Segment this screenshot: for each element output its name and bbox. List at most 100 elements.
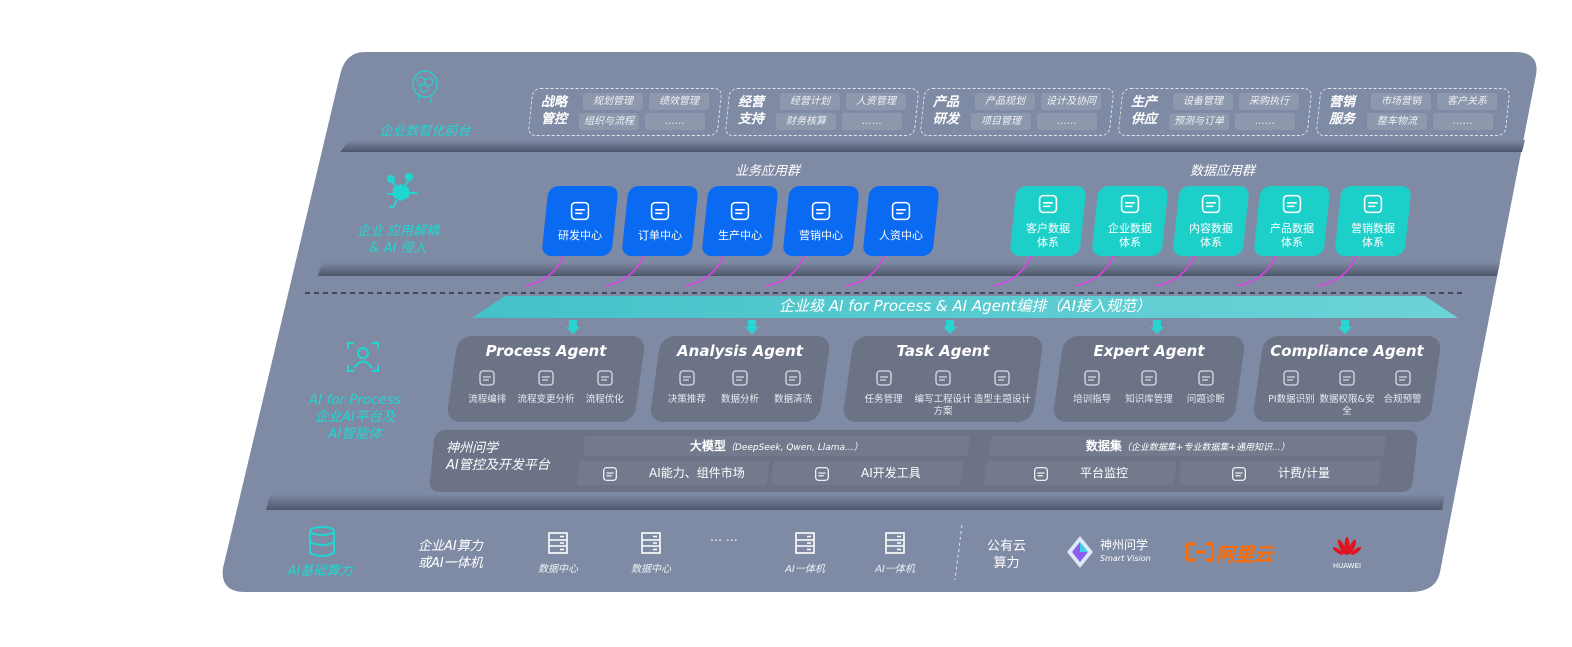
- front-group-item[interactable]: 项目管理: [971, 113, 1031, 130]
- app-card[interactable]: 研发中心: [541, 186, 619, 256]
- app-card[interactable]: 人资中心: [862, 186, 940, 256]
- front-group-title: 营销服务: [1329, 95, 1356, 127]
- front-group-item[interactable]: ……: [1037, 113, 1097, 130]
- platform-title-line2: AI管控及开发平台: [446, 458, 550, 473]
- gauge-icon: [1232, 466, 1246, 481]
- connector-arrow: [992, 251, 1034, 287]
- front-group-title: 战略管控: [541, 95, 568, 127]
- agent-title: Process Agent: [485, 342, 607, 360]
- connector-arrow: [1155, 251, 1197, 287]
- platform-tool-label: 计费/计量: [1277, 466, 1331, 480]
- platform-tool[interactable]: AI开发工具: [770, 461, 964, 485]
- server[interactable]: 数据中心: [523, 532, 593, 575]
- layer-label-apps-line2: & AI 侵入: [369, 241, 427, 256]
- server[interactable]: AI一体机: [770, 532, 840, 575]
- front-group-title: 产品研发: [933, 95, 960, 127]
- user-icon: [1038, 194, 1058, 214]
- dataset-bar: 数据集（企业数据集+专业数据集+通用知识...）: [988, 436, 1387, 456]
- agent-card[interactable]: Process Agent 流程编排 流程变更分析 流程优化: [445, 336, 647, 422]
- capability-label: 流程编排: [468, 394, 507, 405]
- agent-capability: 决策推荐: [655, 368, 719, 406]
- app-card[interactable]: 订单中心: [621, 186, 699, 256]
- front-group-item[interactable]: 产品规划: [975, 93, 1035, 110]
- diagnosis-icon: [1198, 370, 1214, 386]
- down-arrow: [745, 320, 759, 334]
- front-group-item[interactable]: 绩效管理: [649, 93, 709, 110]
- platform-tool[interactable]: 平台监控: [983, 461, 1177, 485]
- dataset-label: 数据集: [1085, 439, 1122, 453]
- capability-label: 培训指导: [1073, 394, 1112, 405]
- front-group-item[interactable]: 市场营销: [1371, 93, 1431, 110]
- agent-capability: 任务管理: [852, 368, 916, 406]
- front-group-item[interactable]: 设备管理: [1173, 93, 1233, 110]
- front-group-item[interactable]: 组织与流程: [579, 113, 639, 130]
- agent-title: Analysis Agent: [677, 342, 803, 360]
- app-card[interactable]: 内容数据体系: [1172, 186, 1250, 256]
- agent-capability: 数据清洗: [761, 368, 825, 406]
- front-group-item[interactable]: 整车物流: [1367, 113, 1427, 130]
- connector-arrow: [1074, 251, 1116, 287]
- public-compute-line2: 算力: [993, 556, 1020, 571]
- capability-label: 造型主题设计: [973, 394, 1031, 405]
- app-card[interactable]: 产品数据体系: [1253, 186, 1331, 256]
- head-idea-icon: [679, 370, 695, 386]
- server[interactable]: AI一体机: [860, 532, 930, 575]
- front-group-item[interactable]: ……: [1433, 113, 1493, 130]
- front-group-item[interactable]: 经营计划: [780, 93, 840, 110]
- capability-label: 问题诊断: [1186, 394, 1225, 405]
- front-group-item[interactable]: 财务核算: [776, 113, 836, 130]
- platform-tool[interactable]: AI能力、组件市场: [576, 461, 770, 485]
- layers-icon: [1141, 370, 1157, 386]
- car-icon: [1282, 194, 1302, 214]
- agent-card[interactable]: Analysis Agent 决策推荐 数据分析 数据清洗: [648, 336, 832, 422]
- app-card-label: 产品数据体系: [1270, 222, 1314, 249]
- capability-label: 编写工程设计方案: [914, 394, 972, 417]
- huawei-logo: HUAWEI: [1327, 534, 1367, 570]
- front-group-item[interactable]: 人资管理: [846, 93, 906, 110]
- app-card-label: 生产中心: [718, 229, 762, 242]
- layer-label-front: 企业数智化前台: [379, 124, 471, 139]
- agent-capability: 流程优化: [573, 368, 637, 406]
- app-card[interactable]: 营销中心: [782, 186, 860, 256]
- app-card[interactable]: 企业数据体系: [1091, 186, 1169, 256]
- market-icon: [603, 466, 618, 481]
- front-group-item[interactable]: 规划管理: [583, 93, 643, 110]
- app-card[interactable]: 营销数据体系: [1334, 186, 1412, 256]
- front-group-item[interactable]: ……: [842, 113, 902, 130]
- target-icon: [811, 201, 831, 221]
- agent-card[interactable]: Task Agent 任务管理 编写工程设计方案 造型主题设计: [841, 336, 1045, 422]
- face-scan-icon: [346, 341, 380, 377]
- capability-label: 任务管理: [864, 394, 903, 405]
- front-group-item[interactable]: 预测与订单: [1169, 113, 1229, 130]
- model-bar: 大模型（DeepSeek, Qwen, Llama...）: [582, 436, 971, 456]
- server[interactable]: 数据中心: [616, 532, 686, 575]
- agent-card[interactable]: Expert Agent 培训指导 知识库管理 问题诊断: [1051, 336, 1247, 422]
- list-settings-icon: [538, 370, 554, 386]
- connector-arrow: [684, 251, 726, 287]
- molecule-icon: [382, 172, 422, 216]
- app-card[interactable]: 生产中心: [701, 186, 779, 256]
- app-card-label: 订单中心: [638, 229, 682, 242]
- app-card[interactable]: 客户数据体系: [1009, 186, 1087, 256]
- front-group-item[interactable]: 采购执行: [1239, 93, 1299, 110]
- agent-capability: PI数据识别: [1259, 368, 1323, 406]
- platform-tool[interactable]: 计费/计量: [1178, 461, 1382, 485]
- down-arrow: [1150, 320, 1164, 334]
- app-card-label: 企业数据体系: [1108, 222, 1152, 249]
- vendor-sub: Smart Vision: [1100, 554, 1151, 563]
- down-arrow: [1338, 320, 1352, 334]
- server-label: 数据中心: [631, 564, 671, 575]
- agent-capability: 造型主题设计: [970, 368, 1034, 406]
- down-arrow: [566, 320, 580, 334]
- capability-label: 知识库管理: [1125, 394, 1173, 405]
- agent-capability: 知识库管理: [1117, 368, 1181, 406]
- front-group-item[interactable]: 设计及协同: [1041, 93, 1101, 110]
- agent-capability: 合规预警: [1371, 368, 1435, 406]
- agent-card[interactable]: Compliance Agent PI数据识别 数据权限&安全 合规预警: [1251, 336, 1443, 422]
- front-group-item[interactable]: ……: [645, 113, 705, 130]
- down-arrow: [943, 320, 957, 334]
- front-group-item[interactable]: ……: [1235, 113, 1295, 130]
- capability-label: 数据权限&安全: [1319, 394, 1375, 417]
- front-group-item[interactable]: 客户关系: [1437, 93, 1497, 110]
- aliyun-logo: [1185, 542, 1215, 566]
